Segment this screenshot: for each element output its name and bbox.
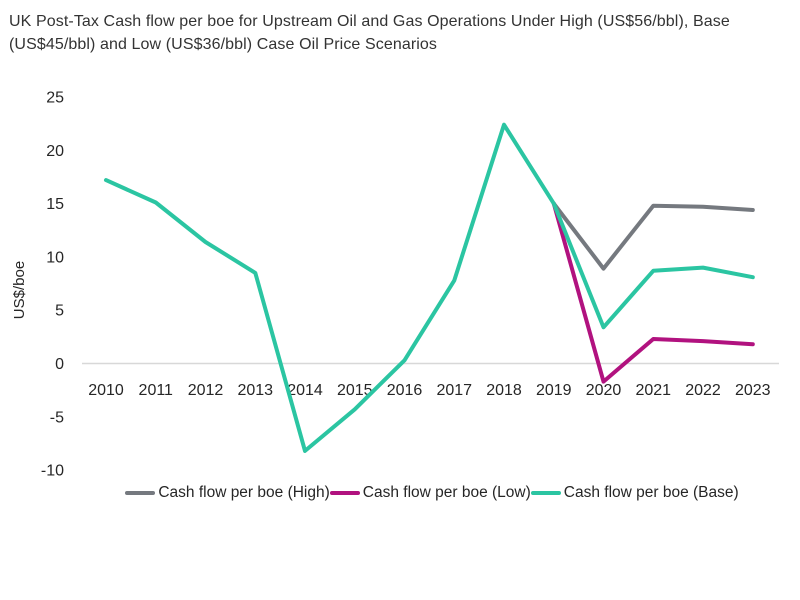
y-tick-label: -5 (50, 409, 64, 426)
x-tick-label: 2021 (635, 382, 671, 399)
y-tick-label: 15 (46, 196, 64, 213)
y-tick-label: 25 (46, 90, 64, 107)
chart-title-line2: (US$45/bbl) and Low (US$36/bbl) Case Oil… (9, 35, 438, 53)
y-tick-label: 20 (46, 143, 64, 160)
legend-item-high: Cash flow per boe (High) (125, 484, 330, 502)
legend-swatch-base-icon (530, 491, 561, 495)
legend-swatch-low-icon (329, 491, 360, 495)
x-tick-label: 2020 (586, 382, 622, 399)
series-line-low (551, 201, 755, 384)
x-tick-label: 2011 (139, 382, 174, 399)
chart-legend: Cash flow per boe (High) Cash flow per b… (82, 483, 782, 503)
y-tick-label: -10 (41, 463, 64, 478)
chart-title-line1: UK Post-Tax Cash flow per boe for Upstre… (9, 13, 730, 30)
legend-label-high: Cash flow per boe (High) (158, 484, 330, 501)
series-line-base (104, 122, 755, 453)
legend-label-low: Cash flow per boe (Low) (362, 484, 531, 501)
x-tick-label: 2017 (436, 382, 472, 399)
x-tick-label: 2013 (237, 382, 273, 399)
x-tick-label: 2016 (387, 382, 423, 399)
x-tick-label: 2019 (536, 382, 572, 399)
legend-item-base: Cash flow per boe (Base) (530, 484, 739, 502)
legend-swatch-high-icon (125, 491, 156, 495)
x-tick-label: 2023 (735, 382, 771, 399)
x-tick-label: 2022 (685, 382, 721, 399)
x-tick-label: 2012 (188, 382, 224, 399)
chart-title: UK Post-Tax Cash flow per boe for Upstre… (9, 11, 791, 56)
legend-label-base: Cash flow per boe (Base) (563, 484, 739, 501)
x-tick-label: 2014 (287, 382, 323, 399)
x-tick-label: 2010 (88, 382, 124, 399)
legend-item-low: Cash flow per boe (Low) (329, 484, 531, 502)
y-axis-title: US$/boe (11, 261, 28, 319)
y-tick-label: 10 (46, 249, 64, 266)
x-tick-label: 2015 (337, 382, 373, 399)
series-line-high (551, 201, 755, 271)
x-tick-label: 2018 (486, 382, 522, 399)
y-tick-label: 0 (55, 356, 64, 373)
y-tick-label: 5 (55, 303, 64, 320)
